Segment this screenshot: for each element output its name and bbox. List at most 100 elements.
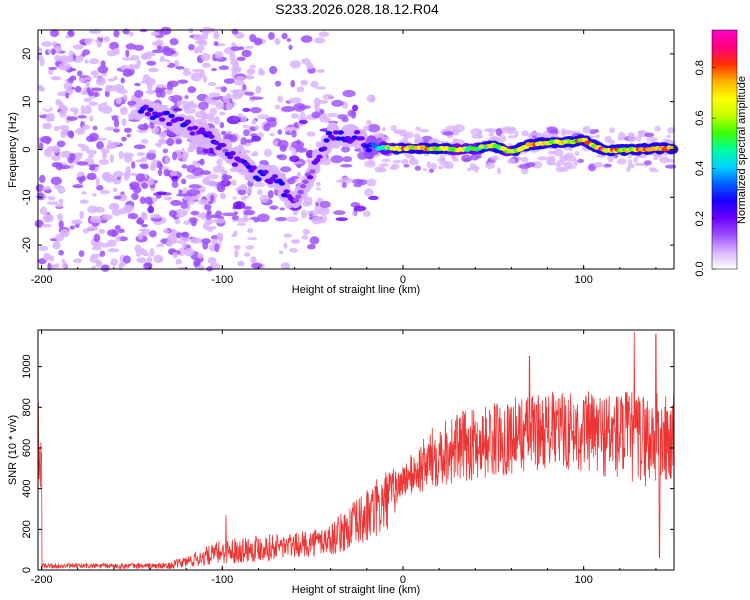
spectrogram-noise-blob [158,131,168,139]
spectrogram-noise-blob [112,187,118,193]
spectrogram-noise-blob [201,62,211,69]
spectrogram-noise-blob [197,253,204,259]
spectrogram-ridge-core [212,140,220,145]
spectrogram-noise-blob [167,80,179,88]
spectrogram-noise-blob [402,133,409,142]
spectrogram-noise-blob [68,50,74,58]
spectrogram-noise-blob [211,226,217,230]
spectrogram-noise-blob [250,84,256,92]
spectrogram-noise-blob [118,236,128,242]
spectrogram-noise-blob [337,114,348,120]
colorbar-label: Normalized spectral amplitude [736,76,748,224]
spectrogram-noise-blob [176,100,182,107]
spectrogram-noise-blob [213,41,219,46]
spectrogram-noise-blob [91,246,102,251]
spectrogram-noise-blob [167,233,176,242]
spectrogram-noise-blob [221,212,236,217]
spectrogram-noise-blob [244,45,254,49]
spectrogram-noise-blob [653,156,659,161]
spectrogram-noise-blob [148,230,157,238]
spectrogram-noise-blob [603,163,612,168]
spectrogram-noise-blob [183,247,195,257]
spectrogram-noise-blob [58,101,64,110]
spectrogram-ridge-core [358,136,365,141]
spectrogram-ridge-core [365,148,373,153]
spectrogram-noise-blob [38,245,49,252]
spectrogram-noise-blob [283,70,292,79]
spectrogram-noise-blob [134,82,141,87]
spectrogram-noise-blob [241,49,252,58]
spectrogram-noise-blob [72,44,84,50]
spectrogram-noise-blob [617,136,625,141]
spectrogram-noise-blob [253,182,266,188]
spectrogram-noise-blob [289,60,301,69]
spectrogram-noise-blob [92,193,97,197]
snr-frame [37,329,675,571]
spectrogram-noise-blob [428,168,435,173]
spectrogram-noise-blob [362,210,371,218]
spectrogram-noise-blob [507,158,516,164]
spectrogram-ridge-core [313,157,321,163]
spectrogram-noise-blob [84,38,93,45]
spectrogram-noise-blob [666,134,671,139]
spectrogram-noise-blob [243,252,251,257]
spectrogram-noise-blob [102,151,107,160]
spectrogram-noise-blob [256,189,263,196]
spectrogram-noise-blob [274,104,281,110]
spectrogram-noise-blob [232,90,240,96]
spectrogram-noise-blob [188,184,202,189]
spectrogram-noise-blob [49,29,60,38]
spectrogram-noise-blob [171,180,179,189]
spectrogram-noise-blob [595,134,601,139]
spectrogram-noise-blob [487,128,498,133]
colorbar-ticks: 0.0 0.2 0.4 0.6 0.8 [694,60,716,277]
spectrogram-noise-blob [47,195,56,201]
spectrogram-noise-blob [171,175,179,183]
spectrogram-noise-blob [205,212,212,220]
spectrogram-ridge-core [302,179,309,184]
spectrogram-noise-blob [232,196,237,200]
spectrogram-noise-blob [351,212,357,216]
spectrogram-noise-blob [113,119,120,128]
snr-y-tick-label: 600 [21,439,33,457]
spectrogram-noise-blob [370,95,376,103]
spectrogram-noise-blob [368,195,379,201]
spectrogram-noise-blob [97,137,108,141]
spectrogram-noise-blob [187,86,197,94]
spectrogram-noise-blob [73,109,78,116]
spectrogram-noise-blob [96,141,104,150]
spectrogram-noise-blob [139,249,148,255]
spectrogram-noise-blob [181,231,190,238]
spectrogram-noise-blob [95,259,101,265]
spectrogram-noise-blob [113,195,122,200]
spectrogram-noise-blob [190,237,203,244]
spectrogram-noise-blob [113,29,120,38]
spectrogram-noise-blob [63,81,73,91]
spectrogram-noise-blob [89,255,99,263]
spectrogram-noise-blob [107,248,120,253]
spectrogram-y-tick-label: 20 [21,48,33,60]
spectrogram-noise-blob [197,199,209,205]
spectrogram-noise-blob [162,228,170,234]
spectrogram-noise-blob [223,78,235,84]
spectrogram-noise-blob [634,162,646,167]
spectrogram-noise-blob [183,220,191,225]
spectrogram-x-label: Height of straight line (km) [292,284,420,296]
spectrogram-noise-blob [277,95,284,103]
spectrogram-ridge-core [208,134,215,139]
spectrogram-noise-blob [183,108,197,114]
spectrogram-noise-blob [43,148,53,158]
spectrogram-noise-blob [130,172,138,176]
spectrogram-noise-blob [84,76,93,81]
spectrogram-noise-blob [351,110,357,119]
spectrogram-noise-blob [39,206,48,215]
spectrogram-noise-blob [279,207,286,211]
colorbar-gradient [712,30,737,269]
spectrogram-noise-blob [173,108,183,112]
spectrogram-noise-blob [279,166,292,173]
spectrogram-noise-blob [219,111,226,116]
spectrogram-noise-blob [40,41,53,47]
spectrogram-ridge-core [295,194,302,199]
spectrogram-noise-blob [76,161,89,166]
spectrogram-noise-blob [38,142,44,151]
